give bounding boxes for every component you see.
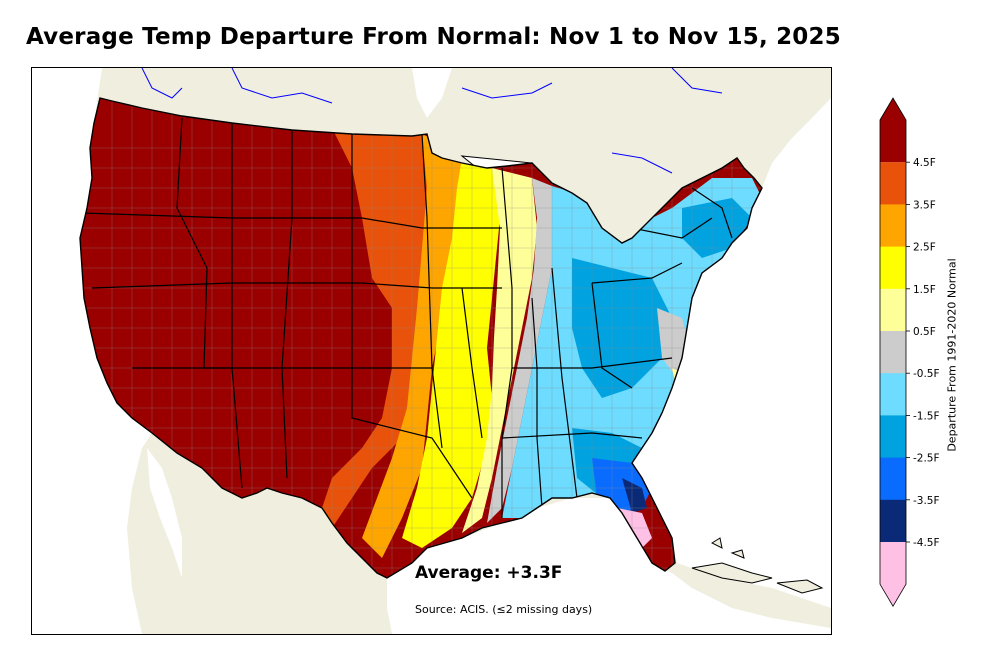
colorbar-bin — [880, 98, 906, 163]
colorbar-tick-label: 3.5F — [913, 199, 936, 211]
colorbar-tick-label: -0.5F — [913, 368, 940, 380]
colorbar-bin — [880, 162, 906, 205]
map-title: Average Temp Departure From Normal: Nov … — [26, 24, 841, 50]
colorbar-bin — [880, 204, 906, 248]
colorbar-tick-label: 0.5F — [913, 326, 936, 338]
source-label: Source: ACIS. (≤2 missing days) — [415, 603, 593, 616]
colorbar-bin — [880, 457, 906, 501]
colorbar-tick-label: 1.5F — [913, 284, 936, 296]
colorbar-bin — [880, 246, 906, 290]
colorbar-tick-label: -1.5F — [913, 410, 940, 422]
average-label: Average: +3.3F — [415, 563, 563, 583]
colorbar-bin — [880, 288, 906, 332]
colorbar-tick-label: -4.5F — [913, 537, 940, 549]
colorbar-bin — [880, 542, 906, 607]
colorbar-bin — [880, 373, 906, 416]
colorbar-title: Departure From 1991-2020 Normal — [945, 250, 959, 460]
colorbar-bin — [880, 415, 906, 459]
colorbar-tick-label: 4.5F — [913, 157, 936, 169]
colorbar: 4.5F 3.5F 2.5F 1.5F 0.5F -0.5F -1.5F -2.5F -3.5F… — [879, 97, 940, 607]
colorbar-bin — [880, 499, 906, 543]
colorbar-tick-label: -2.5F — [913, 453, 940, 465]
colorbar-title-text: Departure From 1991-2020 Normal — [945, 258, 959, 452]
colorbar-tick-label: -3.5F — [913, 495, 940, 507]
colorbar-tick-label: 2.5F — [913, 242, 936, 254]
temperature-departure-map — [31, 67, 832, 635]
colorbar-bin — [880, 331, 906, 374]
